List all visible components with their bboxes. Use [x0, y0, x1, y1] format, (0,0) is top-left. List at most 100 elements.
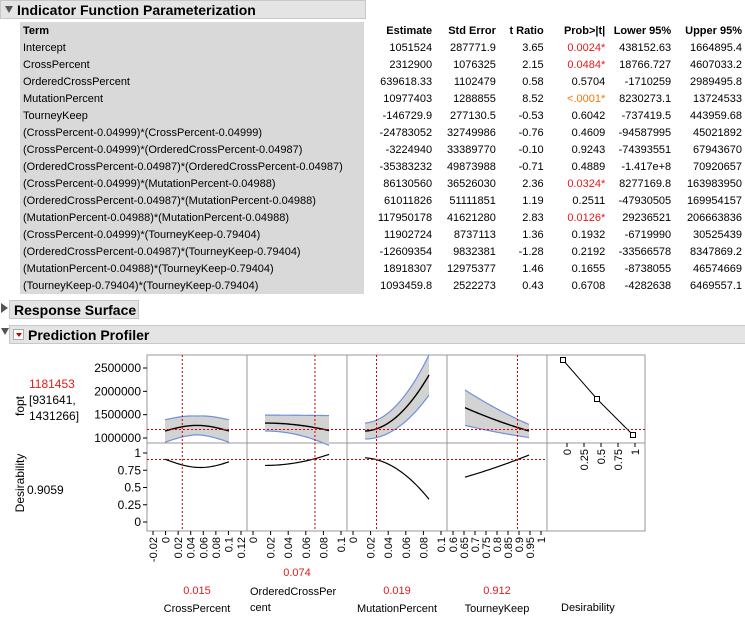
term-cell: (MutationPercent-0.04988)*(MutationPerce…	[20, 209, 364, 226]
value-cell: 18918307	[363, 260, 436, 277]
value-cell: 0.4609	[546, 124, 609, 141]
value-cell: -146729.9	[363, 107, 436, 124]
term-cell: (CrossPercent-0.04999)*(OrderedCrossPerc…	[20, 141, 364, 158]
value-cell: -12609354	[363, 243, 436, 260]
desirability-axis-name: Desirability	[561, 602, 615, 614]
desirability-panel	[346, 442, 448, 532]
confidence-lower	[364, 394, 430, 440]
red-triangle-menu-icon[interactable]	[13, 329, 24, 340]
column-header[interactable]: Lower 95%	[608, 22, 675, 39]
value-cell: 61011826	[363, 192, 436, 209]
x-tick-label: 0.75	[613, 449, 625, 470]
value-cell: 9832381	[435, 243, 499, 260]
desirability-handle	[594, 396, 600, 402]
desirability-panel	[246, 442, 348, 532]
value-cell: 1102479	[435, 73, 499, 90]
table-row: (OrderedCrossPercent-0.04987)*(MutationP…	[20, 192, 745, 209]
column-header[interactable]: Std Error	[435, 22, 499, 39]
x-tick-label: 0.75	[481, 537, 493, 558]
x-tick-label: 0.25	[579, 449, 591, 470]
value-cell: 0.1655	[546, 260, 609, 277]
prediction-profiler-header[interactable]: Prediction Profiler	[9, 325, 745, 344]
confidence-band	[265, 415, 329, 446]
value-cell: 12975377	[435, 260, 499, 277]
term-cell: (OrderedCrossPercent-0.04987)*(OrderedCr…	[20, 158, 364, 175]
table-row: TourneyKeep -146729.9 277130.5 -0.53 0.6042-…	[20, 107, 745, 124]
factor-current-value[interactable]: 0.912	[483, 585, 511, 597]
factor-name-label: TourneyKeep	[464, 603, 530, 615]
factor-current-value[interactable]: 0.015	[183, 585, 211, 597]
value-cell: -3224940	[363, 141, 436, 158]
value-cell: 10977403	[363, 90, 436, 107]
y-tick-label: 1000000	[94, 431, 141, 445]
column-header[interactable]: Upper 95%	[674, 22, 745, 39]
value-cell: -33566578	[608, 243, 675, 260]
term-cell: (OrderedCrossPercent-0.04987)*(MutationP…	[20, 192, 364, 209]
value-cell: 1288855	[435, 90, 499, 107]
value-cell: 443959.68	[674, 107, 745, 124]
profiler-collapse-icon[interactable]	[1, 328, 9, 335]
x-tick-label: 0.02	[173, 537, 185, 558]
value-cell: 1664895.4	[674, 39, 745, 56]
factor-current-value[interactable]: 0.074	[283, 567, 311, 579]
confidence-upper	[364, 354, 430, 424]
parameter-estimates-table: Term Estimate Std Error t Ratio Prob>|t| Lowe…	[20, 22, 745, 294]
column-header[interactable]: Estimate	[363, 22, 436, 39]
value-cell: 277130.5	[435, 107, 499, 124]
table-row: (CrossPercent-0.04999)*(MutationPercent-…	[20, 175, 745, 192]
desirability-value: 0.9059	[27, 483, 64, 497]
y-tick-label: 2000000	[94, 384, 141, 398]
factor-name-label: OrderedCrossPer cent	[250, 586, 337, 614]
collapse-triangle-icon[interactable]	[5, 6, 13, 13]
x-tick-label: 0.02	[266, 537, 278, 558]
factor-name-label: MutationPercent	[356, 603, 438, 615]
x-tick-label: 0.1	[336, 537, 348, 552]
desirability-trace	[264, 453, 330, 467]
response-surface-expand-icon[interactable]	[1, 303, 8, 313]
table-row: (TourneyKeep-0.79404)*(TourneyKeep-0.794…	[20, 277, 745, 294]
value-cell: -1710259	[608, 73, 675, 90]
value-cell: 1051524	[363, 39, 436, 56]
predicted-ci: [931641, 1431266]	[29, 393, 80, 423]
x-tick-label: 0.85	[503, 537, 515, 558]
value-cell: 0.5704	[546, 73, 609, 90]
value-cell: -4282638	[608, 277, 675, 294]
response-surface-header[interactable]: Response Surface	[9, 300, 139, 319]
column-header[interactable]: Term	[20, 22, 364, 39]
value-cell: 206663836	[674, 209, 745, 226]
value-cell: 8737113	[435, 226, 499, 243]
desirability-handle	[630, 432, 636, 438]
factor-current-value[interactable]: 0.019	[383, 585, 411, 597]
value-cell: 67943670	[674, 141, 745, 158]
x-tick-label: 1	[536, 537, 548, 543]
x-tick-label: 0.12	[236, 537, 248, 558]
x-tick-label: 0.04	[186, 537, 198, 558]
column-header[interactable]: t Ratio	[498, 22, 547, 39]
value-cell: 0.6708	[546, 277, 609, 294]
prediction-trace	[164, 424, 230, 432]
table-row: Intercept 1051524 287771.9 3.65 0.0024* 43815…	[20, 39, 745, 56]
value-cell: -1.417e+8	[608, 158, 675, 175]
value-cell: 0.58	[498, 73, 547, 90]
desirability-trace	[464, 454, 530, 478]
x-tick-label: 0.5	[596, 449, 608, 464]
value-cell: -8738055	[608, 260, 675, 277]
x-tick-label: 0.08	[318, 537, 330, 558]
value-cell: 0.6042	[546, 107, 609, 124]
x-tick-label: 0.02	[366, 537, 378, 558]
value-cell: 2312900	[363, 56, 436, 73]
value-cell: 0.2511	[546, 192, 609, 209]
prediction-trace	[464, 407, 530, 432]
value-cell: 86130560	[363, 175, 436, 192]
value-cell: -74393551	[608, 141, 675, 158]
x-tick-label: 0	[348, 537, 360, 543]
value-cell: 1.19	[498, 192, 547, 209]
indicator-section-header[interactable]: Indicator Function Parameterization	[0, 0, 366, 19]
term-cell: (CrossPercent-0.04999)*(TourneyKeep-0.79…	[20, 226, 364, 243]
value-cell: 0.0126*	[546, 209, 609, 226]
column-header[interactable]: Prob>|t|	[546, 22, 609, 39]
prediction-profiler-plot[interactable]: 250000020000001500000100000010.750.50.25…	[0, 345, 745, 621]
value-cell: 1076325	[435, 56, 499, 73]
table-row: (OrderedCrossPercent-0.04987)*(TourneyKe…	[20, 243, 745, 260]
y-tick-label: 2500000	[94, 361, 141, 375]
